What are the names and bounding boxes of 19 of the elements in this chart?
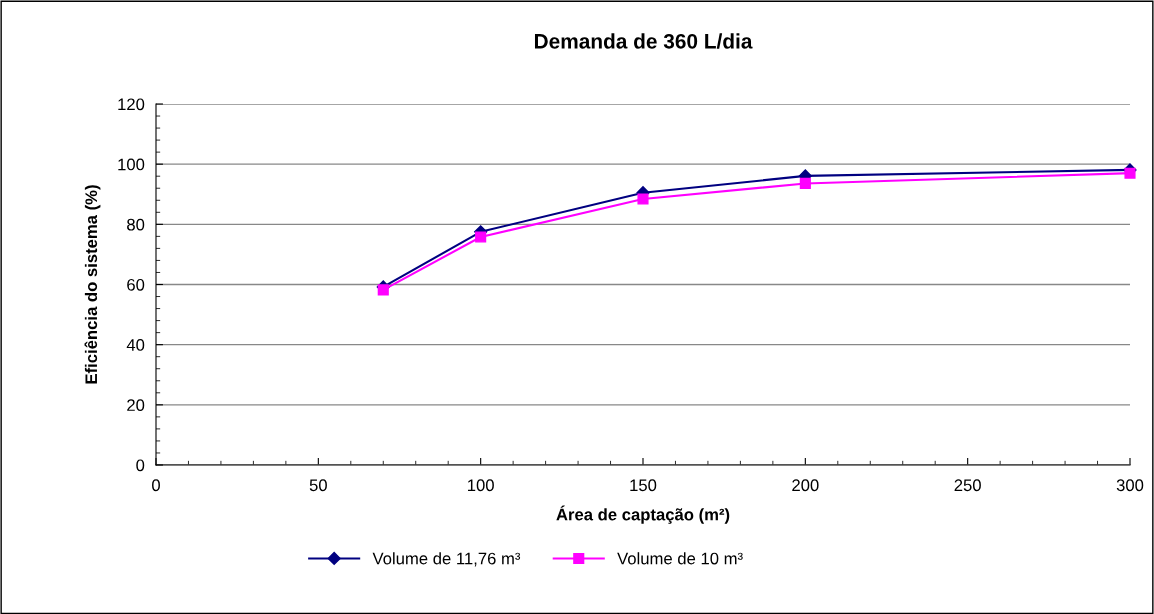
y-tick-label: 120	[118, 98, 145, 111]
x-tick-label: 300	[1116, 479, 1144, 492]
y-tick-label: 40	[126, 339, 145, 351]
y-tick-label: 20	[127, 399, 145, 412]
y-tick-label: 80	[127, 218, 145, 231]
x-tick-label: 150	[630, 479, 657, 492]
x-tick-label: 250	[954, 479, 981, 492]
x-tick-label: 50	[309, 479, 327, 492]
legend-label: Volume de 10 m³	[617, 552, 743, 565]
x-tick-label: 100	[468, 479, 494, 492]
y-tick-label: 60	[127, 278, 145, 291]
legend-label: Volume de 11,76 m³	[372, 552, 521, 567]
y-axis-title: Eficiência do sistema (%)	[84, 185, 101, 384]
x-axis-title: Área de captação (m²)	[556, 505, 730, 524]
x-tick-label: 0	[152, 479, 160, 492]
x-tick-label: 200	[792, 479, 819, 492]
y-tick-label: 0	[136, 459, 145, 472]
chart-title: Demanda de 360 L/dia	[534, 33, 753, 49]
y-tick-label: 100	[118, 158, 145, 171]
